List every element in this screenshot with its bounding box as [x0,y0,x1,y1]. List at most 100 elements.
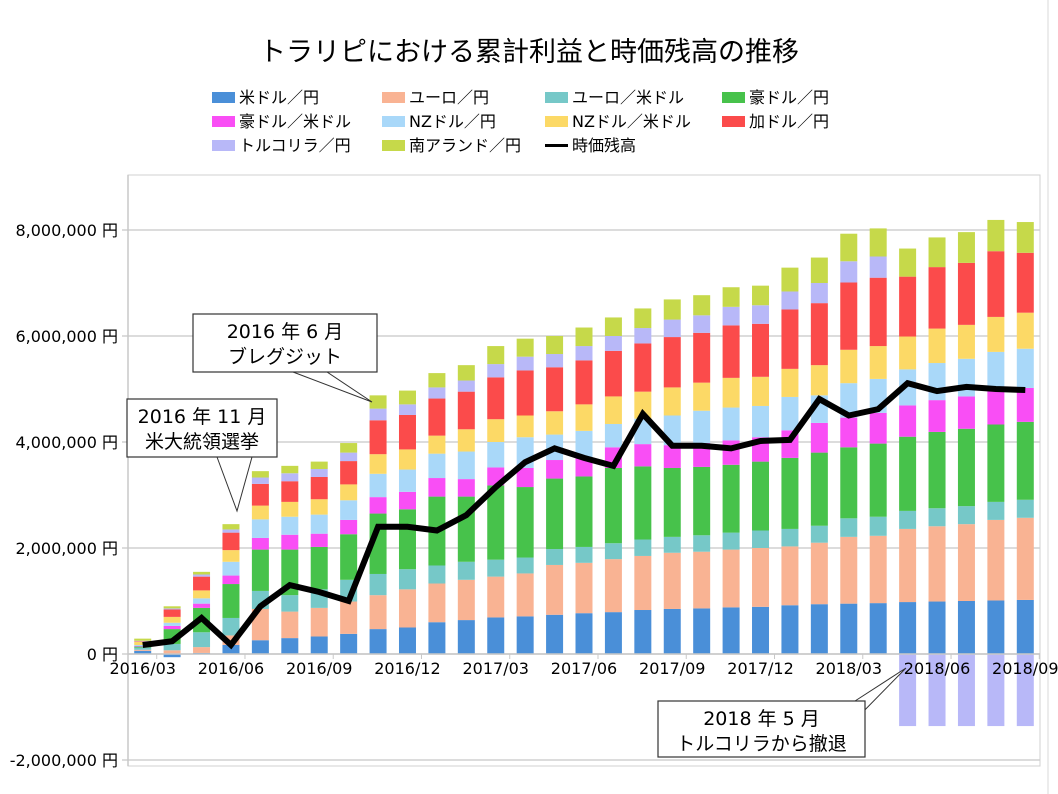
bar-segment [398,589,416,628]
bar-segment [251,505,269,520]
legend-swatch [545,115,568,127]
bar-segment [516,467,534,488]
bar-segment [752,405,770,438]
y-tick-label: 8,000,000 円 [15,221,118,240]
bar-segment [281,481,299,502]
bar-segment [134,646,152,647]
bar-segment [516,415,534,438]
legend-swatch [545,143,568,147]
bar-segment [634,391,652,419]
callout-line1: 2018 年 5 月 [703,708,820,730]
bar-segment [752,376,770,406]
bar-segment [281,595,299,612]
bar-segment [251,477,269,484]
bar-segment [810,525,828,543]
bar-segment [899,654,917,727]
bar-segment [340,461,358,485]
bar-segment [163,622,181,626]
bar-segment [546,614,564,654]
bar-segment [340,534,358,580]
bar-segment [604,317,622,336]
bar-segment [840,383,858,418]
bar-segment [840,261,858,283]
bar-segment [398,404,416,415]
bar-segment [281,534,299,550]
bar-segment [663,552,681,609]
callout-box [657,700,866,758]
bar-segment [193,576,211,591]
legend-label: 加ドル／円 [749,112,830,131]
bar-segment [487,419,505,442]
x-tick-label: 2016/12 [374,659,440,678]
bar-segment [281,516,299,535]
bar-segment [369,595,387,630]
bar-segment [604,612,622,654]
bar-segment [663,387,681,416]
bar-segment [398,469,416,492]
bar-segment [899,528,917,603]
legend-label: 時価残高 [572,136,637,155]
bar-segment [575,476,593,547]
callout-line2: 米大統領選挙 [145,431,259,453]
bar-segment [810,452,828,526]
bar-segment [957,524,975,601]
callout-box [192,313,378,373]
bar-segment [693,608,711,654]
bar-segment [310,476,328,500]
bar-segment [634,555,652,611]
legend-swatch [212,115,235,127]
bar-segment [487,377,505,420]
bar-segment [516,487,534,558]
bar-segment [487,442,505,468]
legend-label: NZドル／米ドル [572,112,691,131]
bar-segment [810,604,828,654]
bar-segment [957,358,975,397]
legend-swatch [382,139,405,151]
bar-segment [1016,348,1034,388]
bar-segment [957,232,975,263]
bar-segment [457,365,475,381]
bar-segment [957,428,975,507]
x-tick-label: 2017/09 [639,659,705,678]
bar-segment [222,561,240,576]
bar-segment [163,650,181,654]
bar-segment [957,262,975,325]
bar-segment [722,325,740,378]
bar-segment [840,417,858,448]
bar-segment [722,549,740,608]
bar-segment [987,501,1005,520]
bar-segment [369,473,387,498]
bar-segment [899,369,917,406]
x-tick-label: 2018/09 [992,659,1058,678]
bar-segment [869,228,887,257]
bar-segment [163,606,181,609]
bar-segment [310,636,328,654]
bar-segment [987,519,1005,601]
bar-segment [899,276,917,337]
bar-segment [340,601,358,634]
bar-segment [134,638,152,641]
bar-segment [663,536,681,553]
bar-segment [134,646,152,648]
bar-segment [810,422,828,453]
bar-segment [957,396,975,429]
bar-segment [752,323,770,377]
legend-swatch [545,91,568,103]
bar-segment [722,532,740,550]
bar-segment [1016,312,1034,349]
bar-segment [957,654,975,727]
callout-line2: トルコリラから撤退 [676,733,847,755]
legend-item: 米ドル／円 [212,88,319,108]
bar-segment [134,650,152,654]
bar-segment [840,447,858,519]
bar-segment [428,435,446,454]
legend-swatch [212,139,235,151]
line-series-market-value [142,379,1026,650]
legend-item: 時価残高 [545,136,636,156]
bar-segment [693,410,711,444]
bar-segment [663,608,681,654]
bar-segment [663,299,681,320]
bar-segment [781,457,799,529]
bar-segment [369,629,387,654]
bar-segment [781,396,799,431]
